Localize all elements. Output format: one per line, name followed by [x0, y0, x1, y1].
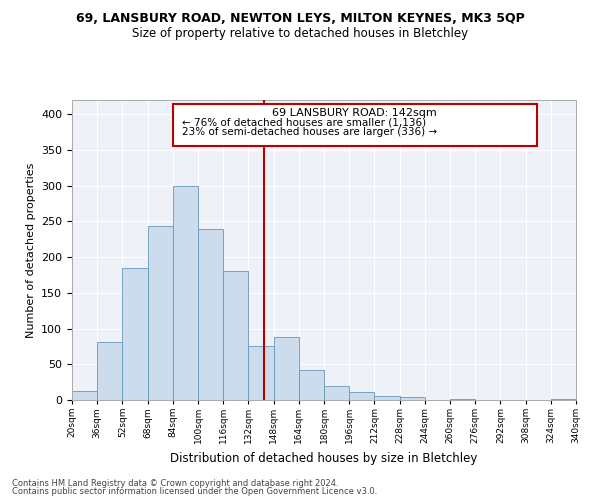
Bar	[122, 268, 148, 400]
Text: Size of property relative to detached houses in Bletchley: Size of property relative to detached ho…	[132, 28, 468, 40]
Text: ← 76% of detached houses are smaller (1,136): ← 76% of detached houses are smaller (1,…	[182, 118, 427, 128]
Bar	[148, 226, 173, 400]
Bar	[349, 392, 374, 400]
Bar	[198, 228, 223, 400]
FancyBboxPatch shape	[173, 104, 536, 146]
Text: Contains HM Land Registry data © Crown copyright and database right 2024.: Contains HM Land Registry data © Crown c…	[12, 478, 338, 488]
Bar	[324, 386, 349, 400]
Text: 69, LANSBURY ROAD, NEWTON LEYS, MILTON KEYNES, MK3 5QP: 69, LANSBURY ROAD, NEWTON LEYS, MILTON K…	[76, 12, 524, 26]
X-axis label: Distribution of detached houses by size in Bletchley: Distribution of detached houses by size …	[170, 452, 478, 464]
Bar	[400, 397, 425, 400]
Bar	[299, 370, 324, 400]
Bar	[173, 186, 198, 400]
Bar	[274, 337, 299, 400]
Bar	[374, 396, 400, 400]
Bar	[223, 270, 248, 400]
Y-axis label: Number of detached properties: Number of detached properties	[26, 162, 35, 338]
Text: 69 LANSBURY ROAD: 142sqm: 69 LANSBURY ROAD: 142sqm	[272, 108, 437, 118]
Bar	[248, 346, 274, 400]
Bar	[97, 342, 122, 400]
Text: 23% of semi-detached houses are larger (336) →: 23% of semi-detached houses are larger (…	[182, 127, 437, 137]
Text: Contains public sector information licensed under the Open Government Licence v3: Contains public sector information licen…	[12, 487, 377, 496]
Bar	[72, 390, 97, 400]
Bar	[551, 398, 576, 400]
